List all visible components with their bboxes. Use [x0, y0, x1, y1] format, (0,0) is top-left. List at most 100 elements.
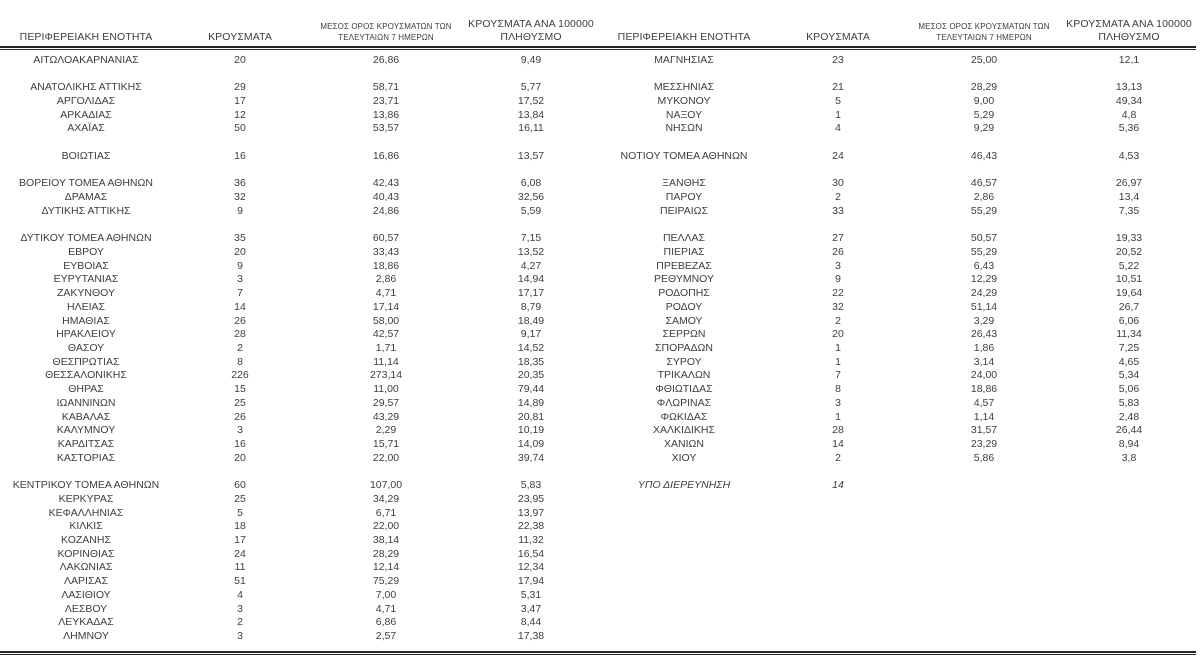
region-cell: ΚΕΡΚΥΡΑΣ [58, 492, 114, 505]
cases-cell: 14 [832, 479, 844, 492]
region-cell: ΧΑΝΙΩΝ [664, 437, 704, 450]
cases-cell: 20 [234, 451, 246, 464]
region-cell: ΔΥΤΙΚΟΥ ΤΟΜΕΑ ΑΘΗΝΩΝ [20, 232, 152, 245]
per100k-cell: 9,49 [520, 53, 542, 66]
region-cell: ΗΜΑΘΙΑΣ [62, 314, 110, 327]
table-row: ΠΑΡΟΥ 2 2,86 13,4 [598, 190, 1196, 204]
table-row: ΚΑΛΥΜΝΟΥ 3 2,29 10,19 [0, 423, 598, 437]
avg7-cell: 273,14 [369, 369, 403, 382]
avg7-cell: 51,14 [970, 300, 998, 313]
cases-cell: 20 [832, 328, 844, 341]
cases-cell: 9 [237, 204, 243, 217]
cases-cell: 1 [835, 355, 841, 368]
cases-cell: 3 [237, 630, 243, 643]
table-row: ΘΕΣΣΑΛΟΝΙΚΗΣ 226 273,14 20,35 [0, 369, 598, 383]
per100k-cell: 17,52 [517, 95, 545, 108]
cases-cell: 7 [237, 287, 243, 300]
cases-cell: 15 [234, 383, 246, 396]
region-cell: ΚΑΣΤΟΡΙΑΣ [56, 451, 116, 464]
column-header-avg7: ΜΕΣΟΣ ΟΡΟΣ ΚΡΟΥΣΜΑΤΩΝ ΤΩΝ ΤΕΛΕΥΤΑΙΩΝ 7 Η… [320, 22, 452, 43]
table-row: ΔΡΑΜΑΣ 32 40,43 32,56 [0, 190, 598, 204]
region-cell: ΦΛΩΡΙΝΑΣ [656, 396, 712, 409]
region-cell: ΝΟΤΙΟΥ ΤΟΜΕΑ ΑΘΗΝΩΝ [620, 149, 748, 162]
region-cell: ΠΑΡΟΥ [665, 191, 703, 204]
table-row: ΘΑΣΟΥ 2 1,71 14,52 [0, 341, 598, 355]
avg7-cell: 107,00 [369, 479, 403, 492]
regional-cases-report: ΠΕΡΙΦΕΡΕΙΑΚΗ ΕΝΟΤΗΤΑ ΚΡΟΥΣΜΑΤΑ ΜΕΣΟΣ ΟΡΟ… [0, 12, 1196, 668]
table-row: ΣΠΟΡΑΔΩΝ 1 1,86 7,25 [598, 341, 1196, 355]
column-header-cases: ΚΡΟΥΣΜΑΤΑ [208, 31, 272, 44]
cases-cell: 12 [234, 108, 246, 121]
per100k-cell: 3,47 [520, 602, 542, 615]
cases-cell: 2 [237, 616, 243, 629]
avg7-cell: 50,57 [970, 232, 998, 245]
table-row [598, 465, 1196, 479]
table-row: ΦΛΩΡΙΝΑΣ 3 4,57 5,83 [598, 396, 1196, 410]
table-row [0, 465, 598, 479]
region-cell: ΘΕΣΠΡΩΤΙΑΣ [52, 355, 120, 368]
table-left-body: ΑΙΤΩΛΟΑΚΑΡΝΑΝΙΑΣ 20 26,86 9,49 ΑΝΑΤΟΛΙΚΗΣ ΑΤ… [0, 53, 598, 643]
per100k-cell: 10,19 [517, 424, 545, 437]
avg7-cell: 5,86 [973, 451, 995, 464]
per100k-cell: 49,34 [1115, 95, 1143, 108]
avg7-cell: 2,29 [375, 424, 397, 437]
table-row: ΜΕΣΣΗΝΙΑΣ 21 28,29 13,13 [598, 80, 1196, 94]
region-cell: ΦΩΚΙΔΑΣ [660, 410, 708, 423]
table-row: ΠΕΛΛΑΣ 27 50,57 19,33 [598, 231, 1196, 245]
region-cell: ΧΙΟΥ [671, 451, 697, 464]
per100k-cell: 8,94 [1118, 437, 1140, 450]
region-cell: ΚΕΝΤΡΙΚΟΥ ΤΟΜΕΑ ΑΘΗΝΩΝ [12, 479, 160, 492]
table-row: ΚΕΡΚΥΡΑΣ 25 34,29 23,95 [0, 492, 598, 506]
table-row [0, 135, 598, 149]
avg7-cell: 9,00 [973, 95, 995, 108]
region-cell: ΣΑΜΟΥ [665, 314, 703, 327]
region-cell: ΠΙΕΡΙΑΣ [663, 245, 705, 258]
region-cell: ΙΩΑΝΝΙΝΩΝ [56, 396, 116, 409]
region-cell: ΑΝΑΤΟΛΙΚΗΣ ΑΤΤΙΚΗΣ [30, 81, 142, 94]
table-row [0, 67, 598, 81]
region-cell: ΘΕΣΣΑΛΟΝΙΚΗΣ [45, 369, 127, 382]
cases-cell: 22 [832, 287, 844, 300]
region-cell: ΞΑΝΘΗΣ [662, 177, 706, 190]
avg7-cell: 26,43 [970, 328, 998, 341]
cases-cell: 20 [234, 245, 246, 258]
cases-cell: 5 [237, 506, 243, 519]
region-cell: ΛΕΣΒΟΥ [64, 602, 108, 615]
cases-cell: 2 [835, 191, 841, 204]
avg7-cell: 34,29 [372, 492, 400, 505]
region-cell: ΘΗΡΑΣ [68, 383, 104, 396]
per100k-cell: 5,36 [1118, 122, 1140, 135]
cases-cell: 4 [237, 588, 243, 601]
table-row: ΑΝΑΤΟΛΙΚΗΣ ΑΤΤΙΚΗΣ 29 58,71 5,77 [0, 80, 598, 94]
avg7-cell: 13,86 [372, 108, 400, 121]
cases-cell: 35 [234, 232, 246, 245]
per100k-cell: 20,35 [517, 369, 545, 382]
table-row [598, 67, 1196, 81]
region-cell: ΒΟΙΩΤΙΑΣ [61, 149, 111, 162]
cases-cell: 1 [835, 410, 841, 423]
per100k-cell: 14,94 [517, 273, 545, 286]
table-row: ΘΕΣΠΡΩΤΙΑΣ 8 11,14 18,35 [0, 355, 598, 369]
table-row: ΕΥΒΟΙΑΣ 9 18,86 4,27 [0, 259, 598, 273]
region-cell: ΛΕΥΚΑΔΑΣ [58, 616, 114, 629]
table-row: ΛΑΡΙΣΑΣ 51 75,29 17,94 [0, 574, 598, 588]
table-row: ΖΑΚΥΝΘΟΥ 7 4,71 17,17 [0, 286, 598, 300]
table-row: ΜΥΚΟΝΟΥ 5 9,00 49,34 [598, 94, 1196, 108]
column-header-cases: ΚΡΟΥΣΜΑΤΑ [806, 31, 870, 44]
cases-cell: 9 [835, 273, 841, 286]
per100k-cell: 26,7 [1118, 300, 1140, 313]
avg7-cell: 28,29 [970, 81, 998, 94]
cases-cell: 1 [835, 341, 841, 354]
table-row: ΠΕΙΡΑΙΩΣ 33 55,29 7,35 [598, 204, 1196, 218]
per100k-cell: 5,77 [520, 81, 542, 94]
per100k-cell: 10,51 [1115, 273, 1143, 286]
cases-cell: 7 [835, 369, 841, 382]
per100k-cell: 2,48 [1118, 410, 1140, 423]
per100k-cell: 11,32 [518, 534, 544, 547]
header-rule [0, 46, 1196, 50]
avg7-cell: 7,00 [375, 588, 397, 601]
avg7-cell: 38,14 [372, 534, 400, 547]
per100k-cell: 13,4 [1118, 191, 1140, 204]
cases-cell: 4 [835, 122, 841, 135]
avg7-cell: 22,00 [372, 520, 400, 533]
